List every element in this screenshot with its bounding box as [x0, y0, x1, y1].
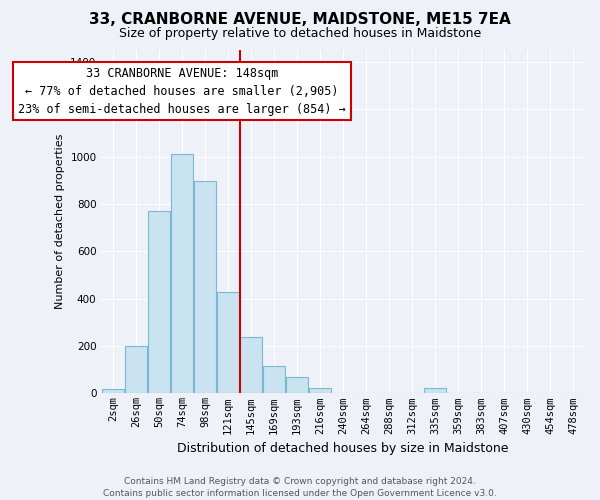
Bar [171, 154, 193, 394]
Bar [424, 388, 446, 394]
Y-axis label: Number of detached properties: Number of detached properties [55, 134, 65, 310]
Text: Contains HM Land Registry data © Crown copyright and database right 2024.
Contai: Contains HM Land Registry data © Crown c… [103, 476, 497, 498]
Bar [240, 336, 262, 394]
Bar [102, 388, 124, 394]
Text: Size of property relative to detached houses in Maidstone: Size of property relative to detached ho… [119, 28, 481, 40]
Bar [125, 346, 147, 394]
Text: 33, CRANBORNE AVENUE, MAIDSTONE, ME15 7EA: 33, CRANBORNE AVENUE, MAIDSTONE, ME15 7E… [89, 12, 511, 28]
Bar [194, 182, 216, 394]
X-axis label: Distribution of detached houses by size in Maidstone: Distribution of detached houses by size … [178, 442, 509, 455]
Bar [148, 211, 170, 394]
Text: 33 CRANBORNE AVENUE: 148sqm
← 77% of detached houses are smaller (2,905)
23% of : 33 CRANBORNE AVENUE: 148sqm ← 77% of det… [18, 66, 346, 116]
Bar [263, 366, 285, 394]
Bar [217, 292, 239, 394]
Bar [309, 388, 331, 394]
Bar [286, 377, 308, 394]
